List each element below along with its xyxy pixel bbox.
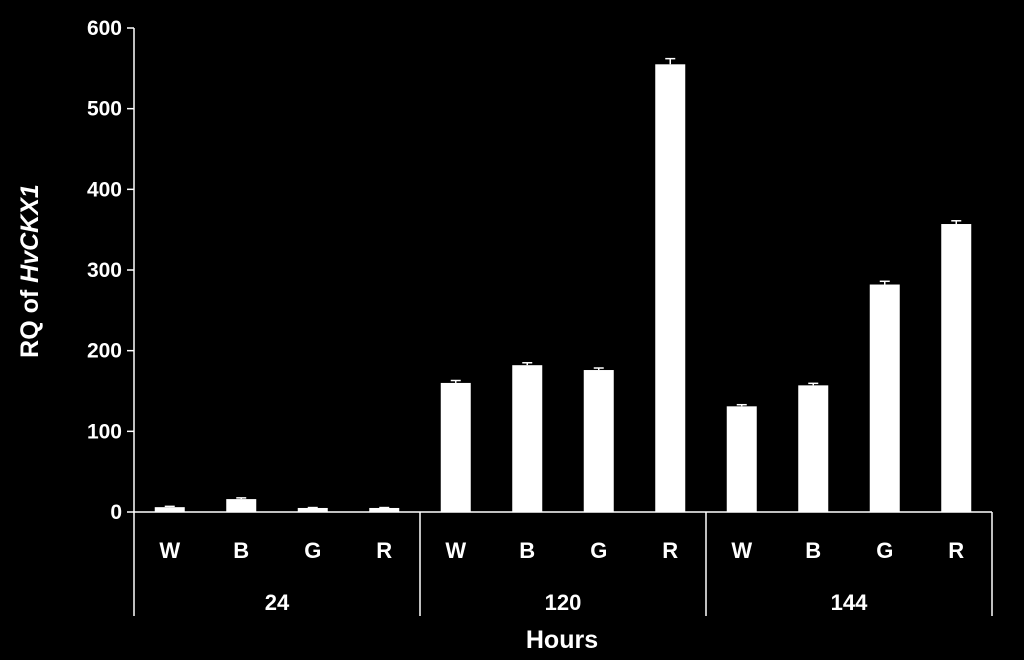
bar xyxy=(726,406,757,512)
x-category-label: G xyxy=(304,538,321,563)
y-tick-label: 500 xyxy=(87,98,122,121)
bar xyxy=(798,385,829,512)
y-tick-label: 400 xyxy=(87,178,122,201)
x-group-label: 24 xyxy=(265,590,290,615)
bar xyxy=(512,365,543,512)
x-category-label: B xyxy=(233,538,249,563)
bar xyxy=(369,507,400,512)
bar xyxy=(655,64,686,513)
x-category-label: R xyxy=(376,538,392,563)
x-category-label: W xyxy=(159,538,180,563)
x-category-label: W xyxy=(445,538,466,563)
x-category-label: R xyxy=(662,538,678,563)
bar xyxy=(154,507,185,512)
x-axis-title: Hours xyxy=(526,626,598,654)
bar xyxy=(226,499,257,512)
y-tick-label: 100 xyxy=(87,420,122,443)
bar xyxy=(440,382,471,512)
y-axis-title: RQ of HvCKX1 xyxy=(16,184,44,358)
bar xyxy=(941,224,972,512)
y-tick-label: 600 xyxy=(87,17,122,40)
x-axis: W B G R 24 W B G R 120 W B G R 144 xyxy=(133,511,993,616)
x-category-label: R xyxy=(948,538,964,563)
x-category-label: B xyxy=(805,538,821,563)
y-axis-title-gene: HvCKX1 xyxy=(16,184,44,283)
x-group-label: 144 xyxy=(831,590,868,615)
y-axis: 0 100 200 300 400 500 600 xyxy=(87,17,135,524)
x-category-label: B xyxy=(519,538,535,563)
x-category-label: G xyxy=(590,538,607,563)
bar xyxy=(869,284,900,512)
x-category-label: W xyxy=(731,538,752,563)
x-group-label: 120 xyxy=(545,590,582,615)
y-tick-label: 200 xyxy=(87,340,122,363)
bar xyxy=(583,370,614,512)
y-tick-label: 300 xyxy=(87,259,122,282)
x-category-label: G xyxy=(876,538,893,563)
y-axis-title-prefix: RQ of xyxy=(16,283,44,358)
bars xyxy=(154,57,972,513)
bar xyxy=(297,507,328,512)
y-tick-label: 0 xyxy=(110,501,122,524)
